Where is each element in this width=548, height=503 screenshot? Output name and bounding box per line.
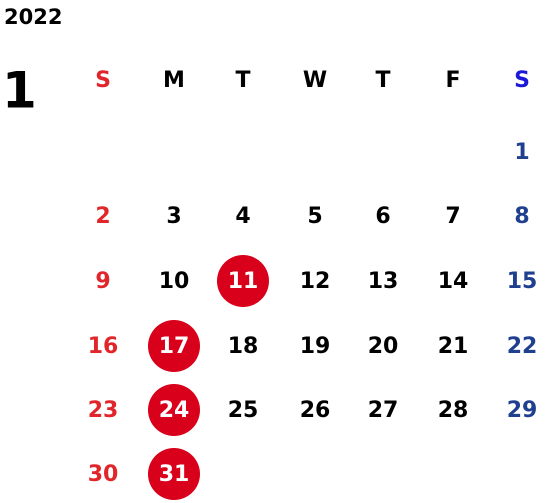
- day-highlight: [217, 255, 269, 307]
- day-highlight: [148, 448, 200, 500]
- day-highlight: [148, 384, 200, 436]
- day: 13: [368, 269, 399, 294]
- day: 19: [300, 334, 331, 359]
- day: 23: [88, 398, 119, 423]
- weekday: S: [95, 68, 111, 93]
- day: 6: [375, 204, 390, 229]
- day: 30: [88, 462, 119, 487]
- weekday: F: [445, 68, 460, 93]
- day: 14: [438, 269, 469, 294]
- year: 2022: [4, 5, 62, 29]
- day: 1: [514, 140, 529, 165]
- day: 2: [95, 204, 110, 229]
- day: 31: [159, 462, 190, 487]
- day: 29: [507, 398, 538, 423]
- day: 20: [368, 334, 399, 359]
- day: 4: [235, 204, 250, 229]
- day: 11: [228, 269, 259, 294]
- day: 8: [514, 204, 529, 229]
- weekday: W: [303, 68, 327, 93]
- day: 7: [445, 204, 460, 229]
- day: 9: [95, 269, 110, 294]
- day: 25: [228, 398, 259, 423]
- day: 12: [300, 269, 331, 294]
- day: 5: [307, 204, 322, 229]
- weekday: M: [163, 68, 185, 93]
- day: 18: [228, 334, 259, 359]
- day: 24: [159, 398, 190, 423]
- weekday: S: [514, 68, 530, 93]
- month: 1: [2, 62, 37, 120]
- day: 27: [368, 398, 399, 423]
- day: 21: [438, 334, 469, 359]
- day: 15: [507, 269, 538, 294]
- day: 16: [88, 334, 119, 359]
- day: 10: [159, 269, 190, 294]
- weekday: T: [235, 68, 250, 93]
- day: 17: [159, 334, 190, 359]
- weekday: T: [375, 68, 390, 93]
- day: 22: [507, 334, 538, 359]
- day: 26: [300, 398, 331, 423]
- day-highlight: [148, 320, 200, 372]
- day: 3: [166, 204, 181, 229]
- day: 28: [438, 398, 469, 423]
